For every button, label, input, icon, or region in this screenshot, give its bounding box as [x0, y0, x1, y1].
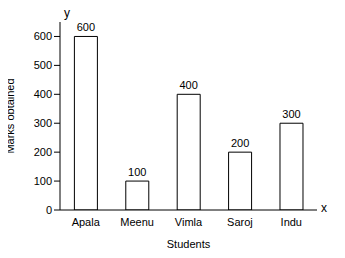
svg-text:400: 400	[34, 88, 52, 100]
svg-text:200: 200	[34, 146, 52, 158]
svg-text:Meenu: Meenu	[120, 216, 154, 228]
svg-text:Marks obtained: Marks obtained	[8, 78, 16, 153]
svg-text:Vimla: Vimla	[175, 216, 203, 228]
svg-text:300: 300	[34, 117, 52, 129]
svg-text:Students: Students	[167, 238, 211, 250]
svg-text:0: 0	[46, 204, 52, 216]
html-text:x: x	[321, 201, 327, 215]
svg-text:600: 600	[34, 30, 52, 42]
svg-text:Indu: Indu	[281, 216, 302, 228]
svg-text:100: 100	[128, 166, 146, 178]
svg-text:600: 600	[77, 21, 95, 33]
html-text:y: y	[64, 6, 70, 20]
svg-text:Apala: Apala	[72, 216, 101, 228]
svg-text:500: 500	[34, 59, 52, 71]
svg-text:200: 200	[231, 137, 249, 149]
svg-text:Saroj: Saroj	[227, 216, 253, 228]
svg-text:300: 300	[282, 108, 300, 120]
svg-text:400: 400	[180, 79, 198, 91]
svg-text:100: 100	[34, 175, 52, 187]
